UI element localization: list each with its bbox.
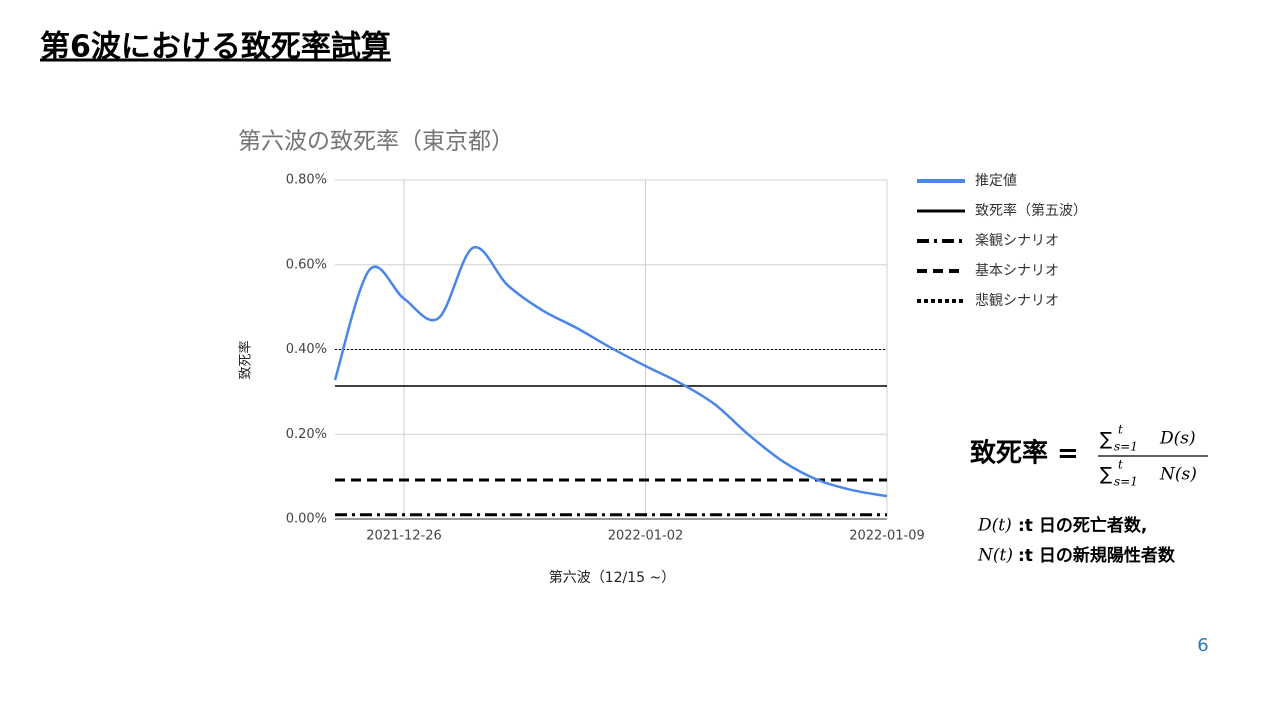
numerator: D(s) xyxy=(1159,429,1196,449)
note-text: :t 日の死亡者数, xyxy=(1018,515,1147,536)
legend-label: 推定値 xyxy=(975,173,1017,189)
x-tick-label: 2021-12-26 xyxy=(366,529,442,544)
sum-sub: s=1 xyxy=(1114,440,1138,454)
y-tick-label: 0.60% xyxy=(286,257,327,272)
x-tick-label: 2022-01-02 xyxy=(608,529,684,544)
chart-title: 第六波の致死率（東京都） xyxy=(238,129,514,155)
legend-label: 基本シナリオ xyxy=(975,262,1059,279)
sum-sup: t xyxy=(1118,423,1123,437)
legend-label: 楽観シナリオ xyxy=(975,232,1059,249)
y-axis-label: 致死率 xyxy=(238,340,254,379)
denominator: N(s) xyxy=(1159,465,1197,485)
x-tick-label: 2022-01-09 xyxy=(849,529,925,544)
page-number: 6 xyxy=(1197,635,1208,656)
sum-sup: t xyxy=(1118,458,1123,472)
x-axis-label: 第六波（12/15 ~） xyxy=(549,569,676,586)
sum-symbol: ∑ xyxy=(1100,464,1112,485)
note-symbol: D(t) xyxy=(977,516,1012,536)
legend-label: 致死率（第五波） xyxy=(975,202,1087,219)
formula-fraction: ∑ t s=1 D(s) ∑ t s=1 N(s) xyxy=(1098,423,1208,489)
y-tick-label: 0.00% xyxy=(286,512,327,527)
line-series xyxy=(333,246,888,498)
note-text: :t 日の新規陽性者数 xyxy=(1018,545,1176,566)
legend-label: 悲観シナリオ xyxy=(975,292,1059,309)
y-tick-label: 0.80% xyxy=(286,173,327,188)
formula-lhs: 致死率 = xyxy=(970,438,1079,469)
y-tick-label: 0.20% xyxy=(286,427,327,442)
note-symbol: N(t) xyxy=(977,546,1013,566)
sum-symbol: ∑ xyxy=(1100,429,1112,450)
y-tick-label: 0.40% xyxy=(286,342,327,357)
slide-title: 第6波における致死率試算 xyxy=(40,30,391,65)
sum-sub: s=1 xyxy=(1114,475,1138,489)
